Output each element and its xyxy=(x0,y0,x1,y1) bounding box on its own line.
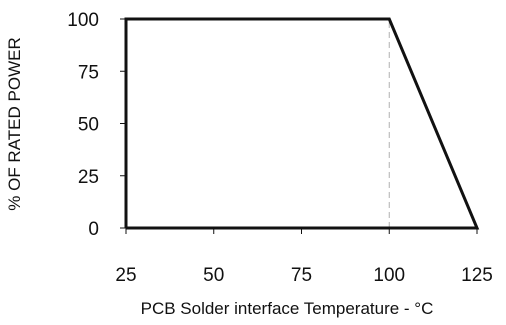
y-tick-label: 50 xyxy=(78,115,99,136)
y-tick-label: 25 xyxy=(78,167,99,188)
x-axis-ticks: 25 50 75 100 125 xyxy=(115,228,493,286)
series-layer xyxy=(124,17,480,230)
x-tick-label: 100 xyxy=(373,265,405,286)
x-tick-label: 25 xyxy=(115,265,136,286)
y-axis-ticks: 0 25 50 75 100 xyxy=(67,10,126,240)
y-axis-label: % OF RATED POWER xyxy=(5,37,24,210)
x-tick-label: 125 xyxy=(461,265,493,286)
series-line-0 xyxy=(124,17,480,230)
x-axis-label: PCB Solder interface Temperature - °C xyxy=(141,299,434,318)
x-tick-label: 50 xyxy=(203,265,224,286)
y-tick-label: 100 xyxy=(67,10,99,31)
y-tick-label: 0 xyxy=(88,219,99,240)
y-tick-label: 75 xyxy=(78,62,99,83)
x-tick-label: 75 xyxy=(291,265,312,286)
